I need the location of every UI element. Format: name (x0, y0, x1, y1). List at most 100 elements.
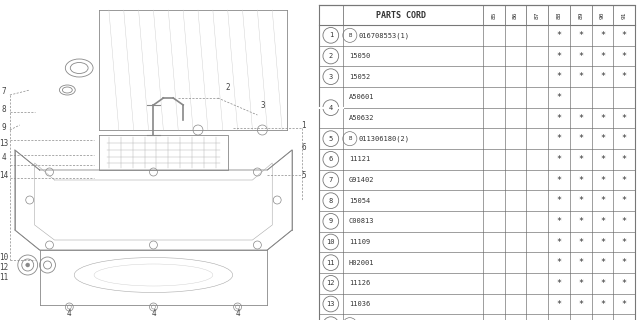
Text: *: * (600, 155, 605, 164)
Text: *: * (621, 155, 627, 164)
Text: *: * (556, 134, 561, 143)
Text: *: * (621, 279, 627, 288)
Text: 8: 8 (2, 106, 6, 115)
Text: 89: 89 (578, 11, 583, 19)
Text: 2: 2 (225, 83, 230, 92)
Text: *: * (621, 237, 627, 246)
Text: 13: 13 (326, 301, 335, 307)
Text: 11126: 11126 (349, 280, 370, 286)
Text: 7: 7 (2, 87, 6, 97)
Text: C00813: C00813 (349, 218, 374, 224)
Text: *: * (600, 279, 605, 288)
Text: *: * (556, 196, 561, 205)
Text: 12: 12 (0, 263, 8, 273)
Text: *: * (600, 134, 605, 143)
Text: 4: 4 (236, 309, 240, 318)
Text: *: * (578, 72, 583, 81)
Text: 011306180(2): 011306180(2) (359, 135, 410, 142)
Text: 4: 4 (329, 105, 333, 111)
Text: 90: 90 (600, 11, 605, 19)
Text: 11036: 11036 (349, 301, 370, 307)
Text: *: * (621, 72, 627, 81)
Text: 15050: 15050 (349, 53, 370, 59)
Text: 11121: 11121 (349, 156, 370, 162)
Text: A50632: A50632 (349, 115, 374, 121)
Text: *: * (578, 279, 583, 288)
Text: *: * (621, 134, 627, 143)
Text: *: * (578, 258, 583, 267)
Text: *: * (600, 300, 605, 308)
Text: *: * (578, 300, 583, 308)
Text: 9: 9 (329, 218, 333, 224)
Text: 11109: 11109 (349, 239, 370, 245)
Text: 2: 2 (329, 53, 333, 59)
Text: *: * (556, 52, 561, 60)
Text: 88: 88 (556, 11, 561, 19)
Text: 11: 11 (326, 260, 335, 266)
Text: 6: 6 (301, 143, 307, 153)
Text: 15054: 15054 (349, 198, 370, 204)
Text: *: * (600, 114, 605, 123)
Text: *: * (600, 217, 605, 226)
Text: 10: 10 (326, 239, 335, 245)
Text: 4: 4 (2, 154, 6, 163)
Text: 12: 12 (326, 280, 335, 286)
Text: H02001: H02001 (349, 260, 374, 266)
Text: *: * (600, 237, 605, 246)
Text: 3: 3 (260, 100, 265, 109)
Text: *: * (600, 175, 605, 185)
Text: *: * (621, 300, 627, 308)
Text: *: * (621, 196, 627, 205)
Text: *: * (556, 114, 561, 123)
Text: 4: 4 (151, 309, 156, 318)
Text: 13: 13 (0, 139, 8, 148)
Text: 15052: 15052 (349, 74, 370, 80)
Text: 5: 5 (329, 136, 333, 142)
Text: *: * (556, 72, 561, 81)
Text: *: * (621, 31, 627, 40)
Text: 14: 14 (0, 171, 8, 180)
Circle shape (26, 263, 29, 267)
Text: *: * (556, 258, 561, 267)
Text: *: * (556, 217, 561, 226)
Text: *: * (578, 52, 583, 60)
Text: *: * (556, 300, 561, 308)
Text: *: * (578, 114, 583, 123)
Text: 11: 11 (0, 274, 8, 283)
Text: *: * (556, 237, 561, 246)
Text: 7: 7 (329, 177, 333, 183)
Text: *: * (600, 52, 605, 60)
Text: *: * (621, 52, 627, 60)
Text: *: * (578, 155, 583, 164)
Text: *: * (600, 72, 605, 81)
Text: 10: 10 (0, 253, 8, 262)
Text: *: * (621, 175, 627, 185)
Text: *: * (556, 175, 561, 185)
Text: 6: 6 (329, 156, 333, 162)
Text: *: * (578, 134, 583, 143)
Text: *: * (556, 279, 561, 288)
Text: *: * (600, 196, 605, 205)
Text: *: * (578, 175, 583, 185)
Text: 5: 5 (301, 171, 307, 180)
Text: 9: 9 (2, 124, 6, 132)
Text: 1: 1 (329, 32, 333, 38)
Text: G91402: G91402 (349, 177, 374, 183)
Text: PARTS CORD: PARTS CORD (376, 11, 426, 20)
Text: 016708553(1): 016708553(1) (359, 32, 410, 39)
Text: *: * (578, 217, 583, 226)
Text: 87: 87 (535, 11, 540, 19)
Text: 1: 1 (301, 121, 307, 130)
Text: 8: 8 (329, 198, 333, 204)
Text: 86: 86 (513, 11, 518, 19)
Text: 4: 4 (67, 309, 72, 318)
Text: A50601: A50601 (349, 94, 374, 100)
Text: *: * (621, 217, 627, 226)
Text: *: * (556, 93, 561, 102)
Text: *: * (600, 258, 605, 267)
Text: 91: 91 (621, 11, 627, 19)
Text: *: * (578, 237, 583, 246)
Text: *: * (621, 114, 627, 123)
Text: *: * (556, 31, 561, 40)
Text: *: * (621, 258, 627, 267)
